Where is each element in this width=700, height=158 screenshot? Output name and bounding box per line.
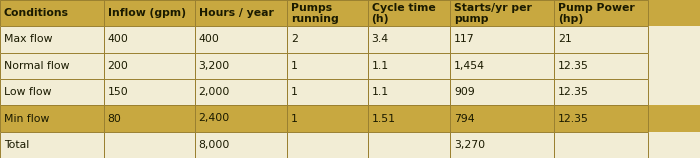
Bar [368,132,450,158]
Bar [450,26,554,53]
Text: 1.51: 1.51 [372,113,396,124]
Text: 12.35: 12.35 [558,61,589,71]
Bar [287,79,368,105]
Text: Low flow: Low flow [4,87,52,97]
Text: 80: 80 [108,113,122,124]
Text: Cycle time
(h): Cycle time (h) [372,3,435,24]
Text: 794: 794 [454,113,475,124]
Text: 150: 150 [108,87,128,97]
Text: 200: 200 [108,61,129,71]
Bar [554,79,648,105]
Text: 400: 400 [199,34,220,45]
Bar [195,105,287,132]
Bar [554,26,648,53]
Text: 2,400: 2,400 [199,113,230,124]
Bar [195,0,287,26]
Bar [0,105,700,132]
Text: 2: 2 [291,34,298,45]
Text: 1.1: 1.1 [372,87,389,97]
Bar [0,105,104,132]
Bar [450,0,554,26]
Text: Hours / year: Hours / year [199,8,274,18]
Bar [104,53,195,79]
Bar [450,105,554,132]
Bar [0,79,104,105]
Text: Starts/yr per
pump: Starts/yr per pump [454,3,532,24]
Text: 3,200: 3,200 [199,61,230,71]
Bar [0,132,104,158]
Text: Total: Total [4,140,29,150]
Bar [554,53,648,79]
Text: 21: 21 [558,34,571,45]
Text: 1: 1 [291,87,298,97]
Bar [104,105,195,132]
Bar [287,53,368,79]
Text: 8,000: 8,000 [199,140,230,150]
Text: 12.35: 12.35 [558,113,589,124]
Bar [554,132,648,158]
Text: Pumps
running: Pumps running [291,3,339,24]
Bar [104,132,195,158]
Text: 1: 1 [291,61,298,71]
Text: Inflow (gpm): Inflow (gpm) [108,8,186,18]
Bar [195,53,287,79]
Bar [0,26,104,53]
Bar [450,132,554,158]
Text: Max flow: Max flow [4,34,52,45]
Bar [0,0,104,26]
Bar [0,0,700,26]
Bar [195,26,287,53]
Bar [287,0,368,26]
Text: Conditions: Conditions [4,8,69,18]
Bar [368,105,450,132]
Text: Normal flow: Normal flow [4,61,69,71]
Bar [104,26,195,53]
Text: Pump Power
(hp): Pump Power (hp) [558,3,634,24]
Text: 3,270: 3,270 [454,140,485,150]
Bar [368,0,450,26]
Text: 2,000: 2,000 [199,87,230,97]
Text: 909: 909 [454,87,475,97]
Bar [287,132,368,158]
Bar [0,26,700,53]
Text: 117: 117 [454,34,475,45]
Bar [554,105,648,132]
Text: 400: 400 [108,34,129,45]
Bar [195,132,287,158]
Bar [0,132,700,158]
Text: 12.35: 12.35 [558,87,589,97]
Bar [287,26,368,53]
Text: 1.1: 1.1 [372,61,389,71]
Text: Min flow: Min flow [4,113,50,124]
Bar [554,0,648,26]
Bar [0,53,104,79]
Bar [104,79,195,105]
Bar [287,105,368,132]
Text: 1: 1 [291,113,298,124]
Text: 1,454: 1,454 [454,61,485,71]
Bar [368,26,450,53]
Bar [450,79,554,105]
Bar [195,79,287,105]
Bar [104,0,195,26]
Bar [368,79,450,105]
Text: 3.4: 3.4 [372,34,389,45]
Bar [0,79,700,105]
Bar [368,53,450,79]
Bar [0,53,700,79]
Bar [450,53,554,79]
